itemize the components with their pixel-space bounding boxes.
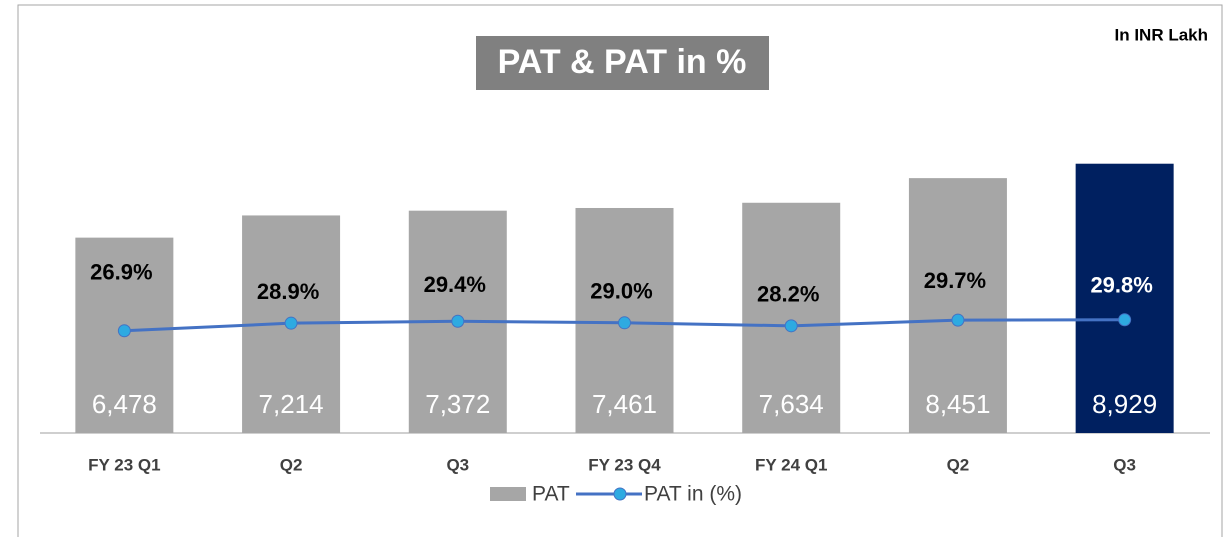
x-tick-label: FY 23 Q4 [588, 455, 661, 474]
line-marker [784, 319, 798, 333]
line-value-label: 29.8% [1090, 273, 1152, 298]
bar [908, 178, 1007, 433]
legend-marker [613, 487, 627, 501]
line-value-label: 29.7% [924, 268, 986, 293]
x-tick-label: FY 24 Q1 [755, 455, 827, 474]
line-value-label: 29.4% [424, 272, 486, 297]
bar-value-label: 7,214 [259, 389, 324, 419]
unit-label: In INR Lakh [1114, 25, 1208, 44]
x-tick-label: Q2 [280, 455, 303, 474]
line-marker [1118, 313, 1132, 327]
line-marker [618, 316, 631, 330]
x-tick-label: Q3 [446, 455, 469, 474]
bar-value-label: 7,634 [759, 389, 824, 419]
line-value-label: 28.9% [257, 279, 319, 304]
bar [742, 202, 841, 433]
bar-value-label: 8,929 [1092, 389, 1157, 419]
line-marker [951, 313, 965, 327]
bar-value-label: 7,372 [425, 389, 490, 419]
line-marker [117, 324, 131, 338]
line-marker [451, 314, 465, 328]
legend-swatch [490, 487, 526, 501]
bar-value-label: 7,461 [592, 389, 657, 419]
x-tick-label: FY 23 Q1 [88, 455, 160, 474]
line-value-label: 29.0% [590, 279, 652, 304]
line-marker [284, 316, 298, 330]
legend-label: PAT in (%) [644, 483, 742, 506]
bar-value-label: 8,451 [925, 389, 990, 419]
x-tick-label: Q2 [947, 455, 970, 474]
legend-label: PAT [532, 483, 570, 506]
chart-frame [17, 4, 1223, 537]
bar [1075, 163, 1174, 433]
chart-title: PAT & PAT in % [498, 43, 747, 81]
line-value-label: 28.2% [757, 282, 819, 307]
bar-value-label: 6,478 [92, 389, 157, 419]
x-tick-label: Q3 [1113, 455, 1136, 474]
title-box [476, 36, 769, 90]
line-value-label: 26.9% [90, 260, 152, 285]
